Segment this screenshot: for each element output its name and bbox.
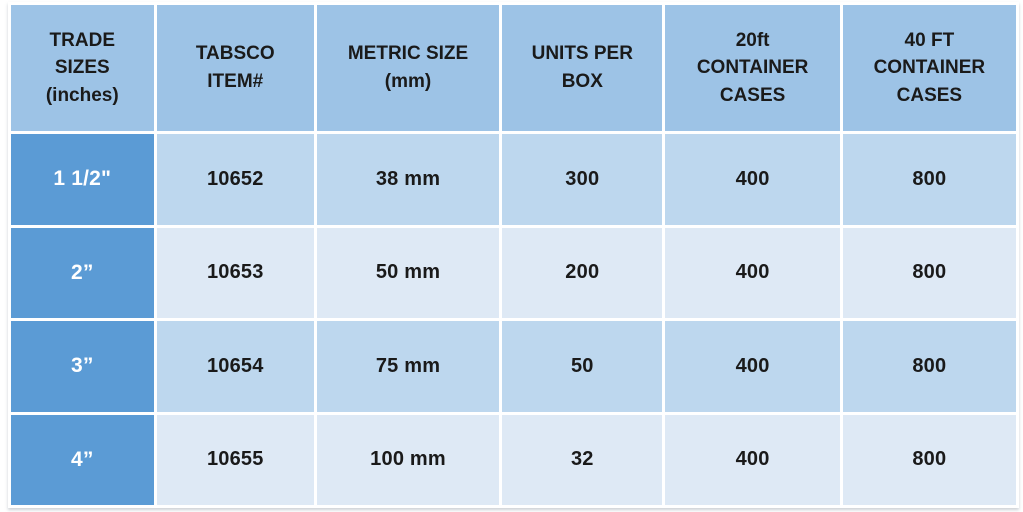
cell-20ft-container-cases: 400 <box>665 227 840 318</box>
cell-trade-size: 4” <box>11 414 154 505</box>
table-row: 1 1/2" 10652 38 mm 300 400 800 <box>11 134 1016 225</box>
cell-metric-size: 50 mm <box>316 227 500 318</box>
column-header-units-per-box: UNITS PER BOX <box>502 5 663 131</box>
cell-trade-size: 1 1/2" <box>11 134 154 225</box>
cell-20ft-container-cases: 400 <box>665 414 840 505</box>
column-header-20ft-container-cases: 20ft CONTAINER CASES <box>665 5 840 131</box>
table-header-row: TRADE SIZES (inches) TABSCO ITEM# METRIC… <box>11 5 1016 131</box>
product-spec-table: TRADE SIZES (inches) TABSCO ITEM# METRIC… <box>8 2 1019 508</box>
cell-units-per-box: 50 <box>502 321 663 412</box>
cell-metric-size: 38 mm <box>316 134 500 225</box>
column-header-tabsco-item: TABSCO ITEM# <box>156 5 314 131</box>
cell-trade-size: 3” <box>11 321 154 412</box>
cell-20ft-container-cases: 400 <box>665 134 840 225</box>
cell-tabsco-item: 10653 <box>156 227 314 318</box>
table-row: 2” 10653 50 mm 200 400 800 <box>11 227 1016 318</box>
cell-tabsco-item: 10655 <box>156 414 314 505</box>
cell-40ft-container-cases: 800 <box>842 227 1016 318</box>
table-row: 3” 10654 75 mm 50 400 800 <box>11 321 1016 412</box>
cell-units-per-box: 32 <box>502 414 663 505</box>
cell-metric-size: 100 mm <box>316 414 500 505</box>
cell-40ft-container-cases: 800 <box>842 414 1016 505</box>
column-header-metric-size: METRIC SIZE (mm) <box>316 5 500 131</box>
cell-40ft-container-cases: 800 <box>842 134 1016 225</box>
cell-units-per-box: 300 <box>502 134 663 225</box>
column-header-40ft-container-cases: 40 FT CONTAINER CASES <box>842 5 1016 131</box>
cell-metric-size: 75 mm <box>316 321 500 412</box>
cell-20ft-container-cases: 400 <box>665 321 840 412</box>
table-row: 4” 10655 100 mm 32 400 800 <box>11 414 1016 505</box>
cell-tabsco-item: 10654 <box>156 321 314 412</box>
cell-units-per-box: 200 <box>502 227 663 318</box>
cell-trade-size: 2” <box>11 227 154 318</box>
column-header-trade-sizes: TRADE SIZES (inches) <box>11 5 154 131</box>
cell-40ft-container-cases: 800 <box>842 321 1016 412</box>
cell-tabsco-item: 10652 <box>156 134 314 225</box>
